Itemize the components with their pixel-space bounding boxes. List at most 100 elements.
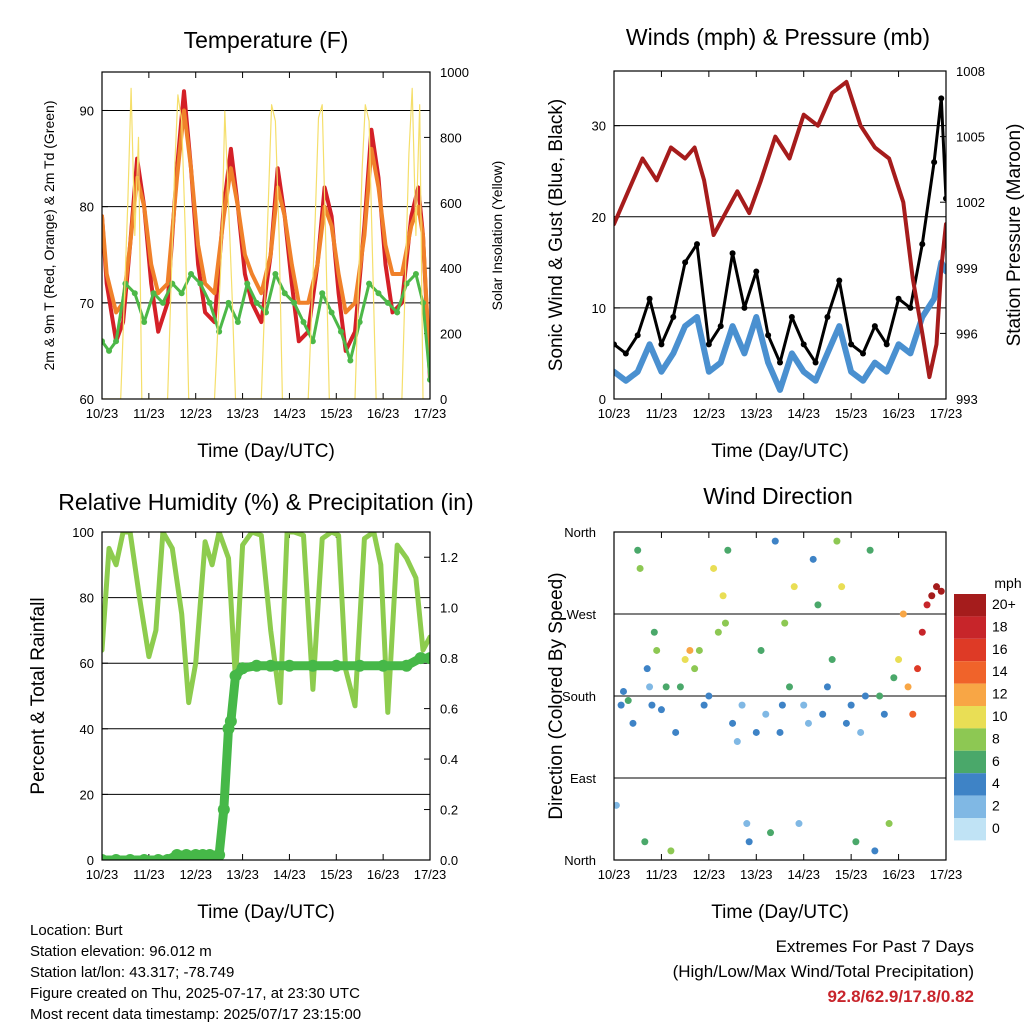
series-td2m-point [150, 290, 157, 297]
right-tick-label: 0.0 [440, 853, 458, 868]
series-td2m-point [159, 299, 166, 306]
direction-point [700, 701, 708, 709]
y-tick-label: North [564, 525, 596, 540]
x-tick-label: 17/23 [414, 867, 447, 882]
series-td2m-point [291, 299, 298, 306]
colorbar-swatch [954, 773, 986, 796]
temperature-panel: Temperature (F) Time (Day/UTC) 2m & 9m T (… [41, 27, 505, 462]
series-rh-line [102, 532, 430, 715]
series-td2m-point [253, 299, 260, 306]
series-gust-point [777, 359, 783, 366]
y-tick-label: 20 [80, 787, 94, 802]
series-td2m-point [169, 280, 176, 287]
series-precip-point [224, 715, 237, 728]
x-tick-label: 14/23 [273, 406, 306, 421]
station-location: Location: Burt [30, 922, 123, 939]
series-gust-point [800, 341, 807, 348]
direction-point [833, 537, 841, 545]
right-tick-label: 996 [956, 326, 978, 341]
x-tick-label: 15/23 [320, 406, 353, 421]
series-td2m-point [244, 280, 251, 287]
series-td2m-point [366, 280, 373, 287]
series-gust-point [895, 295, 902, 302]
series-td2m-point [328, 309, 335, 316]
chart-title: Relative Humidity (%) & Precipitation (i… [58, 489, 473, 515]
right-tick-label: 999 [956, 261, 978, 276]
direction-point [757, 646, 765, 654]
direction-point [771, 537, 779, 545]
extremes-subtitle: (High/Low/Max Wind/Total Precipitation) [672, 962, 974, 981]
direction-point [899, 610, 907, 618]
series-td2m-point [319, 290, 326, 297]
direction-point [778, 701, 786, 709]
colorbar-swatch [954, 683, 986, 706]
x-tick-label: 10/23 [86, 867, 119, 882]
series-td2m-point [419, 299, 426, 306]
colorbar-swatch [954, 638, 986, 662]
direction-point [800, 701, 808, 709]
y-tick-label: 10 [592, 301, 606, 316]
x-tick-label: 13/23 [226, 867, 259, 882]
right-tick-label: 0.8 [440, 651, 458, 666]
x-tick-label: 14/23 [787, 406, 820, 421]
direction-point [871, 847, 879, 855]
direction-point [738, 701, 746, 709]
series-precip-point [424, 652, 430, 665]
y-tick-label: 0 [599, 392, 606, 407]
series-precip-point [283, 659, 296, 672]
plot-frame [613, 70, 947, 400]
plot-frame [101, 71, 431, 400]
right-tick-label: 800 [440, 130, 462, 145]
direction-point [672, 728, 680, 736]
series-precip-point [250, 659, 263, 672]
series-precip-point [102, 854, 108, 860]
extremes-title: Extremes For Past 7 Days [775, 937, 974, 956]
wind-direction-panel: Wind Direction Time (Day/UTC) Direction (C… [546, 483, 962, 923]
colorbar-swatch [954, 728, 986, 751]
series-gust-point [670, 314, 677, 320]
plot-area [102, 87, 430, 399]
x-tick-label: 16/23 [882, 406, 915, 421]
direction-point [823, 683, 831, 691]
colorbar-label: 14 [992, 663, 1008, 679]
series-gust-point [824, 314, 831, 320]
colorbar-swatch [954, 661, 986, 684]
right-tick-label: 1002 [956, 195, 985, 210]
x-tick-label: 16/23 [367, 406, 400, 421]
direction-point [909, 710, 917, 718]
series-gust-point [741, 304, 748, 311]
colorbar-label: 2 [992, 798, 1000, 814]
x-tick-label: 16/23 [367, 867, 400, 882]
x-tick-label: 17/23 [930, 867, 963, 882]
plot-frame [613, 531, 947, 861]
series-precip-point [161, 854, 174, 860]
series-td2m-point [206, 299, 213, 306]
series-td2m-point [356, 319, 363, 326]
direction-point [928, 592, 936, 600]
series-t9m-line [102, 108, 430, 373]
plot-area [614, 79, 946, 393]
series-gust-point [860, 350, 866, 357]
series-gust-point [943, 195, 946, 202]
y-axis-label: Percent & Total Rainfall [28, 597, 49, 794]
series-td2m-point [131, 290, 138, 297]
series-precip-point [213, 848, 226, 860]
x-tick-label: 16/23 [882, 867, 915, 882]
direction-point [648, 701, 656, 709]
direction-point [681, 656, 689, 664]
series-gust-point [871, 323, 878, 330]
colorbar-label: 16 [992, 641, 1008, 657]
series-td2m-point [427, 376, 430, 383]
direction-point [676, 683, 684, 691]
x-tick-label: 11/23 [646, 406, 678, 421]
series-gust-point [765, 332, 772, 339]
series-td2m-point [403, 280, 410, 287]
series-precip-point [152, 854, 165, 860]
direction-point [636, 564, 644, 572]
direction-point [724, 546, 732, 554]
series-solar-line [102, 87, 430, 399]
right-tick-label: 1005 [956, 130, 985, 145]
y-tick-label: 70 [80, 296, 94, 311]
y-tick-label: 80 [80, 591, 94, 606]
